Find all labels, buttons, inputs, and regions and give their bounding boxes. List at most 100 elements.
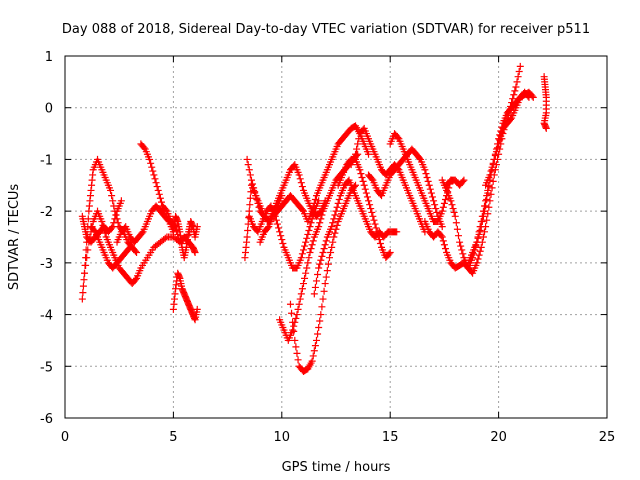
data-point xyxy=(322,273,330,281)
data-point xyxy=(514,73,522,81)
data-point xyxy=(453,225,461,233)
data-point xyxy=(85,238,93,246)
data-point xyxy=(430,197,438,205)
data-point xyxy=(108,224,116,232)
data-point xyxy=(245,166,253,174)
data-point xyxy=(440,241,448,249)
data-point xyxy=(306,223,314,231)
data-point xyxy=(293,311,301,319)
data-point xyxy=(329,219,337,227)
data-point xyxy=(193,223,201,231)
x-axis-label: GPS time / hours xyxy=(282,460,391,475)
data-point xyxy=(431,201,439,209)
series-arc19 xyxy=(386,130,455,225)
data-point xyxy=(542,124,550,132)
data-point xyxy=(303,264,311,272)
data-point xyxy=(357,170,365,178)
data-point xyxy=(107,186,115,194)
data-point xyxy=(330,233,338,241)
data-point xyxy=(99,221,107,229)
data-point xyxy=(140,144,148,152)
data-point xyxy=(297,254,305,262)
data-point xyxy=(452,219,460,227)
data-point xyxy=(289,318,297,326)
data-point xyxy=(277,232,285,240)
data-point xyxy=(393,228,401,236)
data-point xyxy=(490,155,498,163)
data-point xyxy=(86,233,94,241)
data-point xyxy=(478,217,486,225)
data-point xyxy=(428,193,436,201)
data-point xyxy=(133,249,141,257)
data-point xyxy=(315,197,323,205)
data-point xyxy=(487,167,495,175)
series-arc7 xyxy=(169,269,201,324)
data-point xyxy=(483,196,491,204)
data-point xyxy=(321,280,329,288)
data-point xyxy=(332,207,340,215)
data-point xyxy=(286,300,294,308)
data-point xyxy=(485,203,493,211)
data-point xyxy=(78,295,86,303)
data-point xyxy=(330,215,338,223)
data-point xyxy=(112,211,120,219)
data-point xyxy=(301,242,309,250)
data-point xyxy=(288,309,296,317)
data-point xyxy=(310,347,318,355)
data-point xyxy=(368,175,376,183)
data-point xyxy=(317,256,325,264)
data-point xyxy=(370,216,378,224)
data-point xyxy=(426,185,434,193)
data-point xyxy=(423,174,431,182)
data-point xyxy=(292,343,300,351)
data-point xyxy=(255,203,263,211)
y-tick-label: -1 xyxy=(40,153,53,168)
data-point xyxy=(371,220,379,228)
data-point xyxy=(298,206,306,214)
data-point xyxy=(360,181,368,189)
data-point xyxy=(363,193,371,201)
data-point xyxy=(314,270,322,278)
plot-frame xyxy=(64,55,608,419)
data-point xyxy=(432,205,440,213)
data-point xyxy=(320,287,328,295)
data-points xyxy=(78,62,550,375)
x-tick-label: 10 xyxy=(274,430,291,445)
data-point xyxy=(308,357,316,365)
data-point xyxy=(193,305,201,313)
data-point xyxy=(164,216,172,224)
data-point xyxy=(498,128,506,136)
data-point xyxy=(294,305,302,313)
data-point xyxy=(437,232,445,240)
data-point xyxy=(492,148,500,156)
data-point xyxy=(311,196,319,204)
data-point xyxy=(310,290,318,298)
data-point xyxy=(298,250,306,258)
data-point xyxy=(456,238,464,246)
data-point xyxy=(496,136,504,144)
data-point xyxy=(318,252,326,260)
data-point xyxy=(79,289,87,297)
data-point xyxy=(495,140,503,148)
data-point xyxy=(315,264,323,272)
data-point xyxy=(376,239,384,247)
data-point xyxy=(322,237,330,245)
data-point xyxy=(479,212,487,220)
data-point xyxy=(309,203,317,211)
data-point xyxy=(254,199,262,207)
data-point xyxy=(310,199,318,207)
data-point xyxy=(355,135,363,143)
data-point xyxy=(356,166,364,174)
data-point xyxy=(451,212,459,220)
data-point xyxy=(441,245,449,253)
data-point xyxy=(307,219,315,227)
data-point xyxy=(316,219,324,227)
data-point xyxy=(457,242,465,250)
data-point xyxy=(476,247,484,255)
data-point xyxy=(154,186,162,194)
data-point xyxy=(161,234,169,242)
data-point xyxy=(474,234,482,242)
data-point xyxy=(424,177,432,185)
data-point xyxy=(243,233,251,241)
data-point xyxy=(433,208,441,216)
